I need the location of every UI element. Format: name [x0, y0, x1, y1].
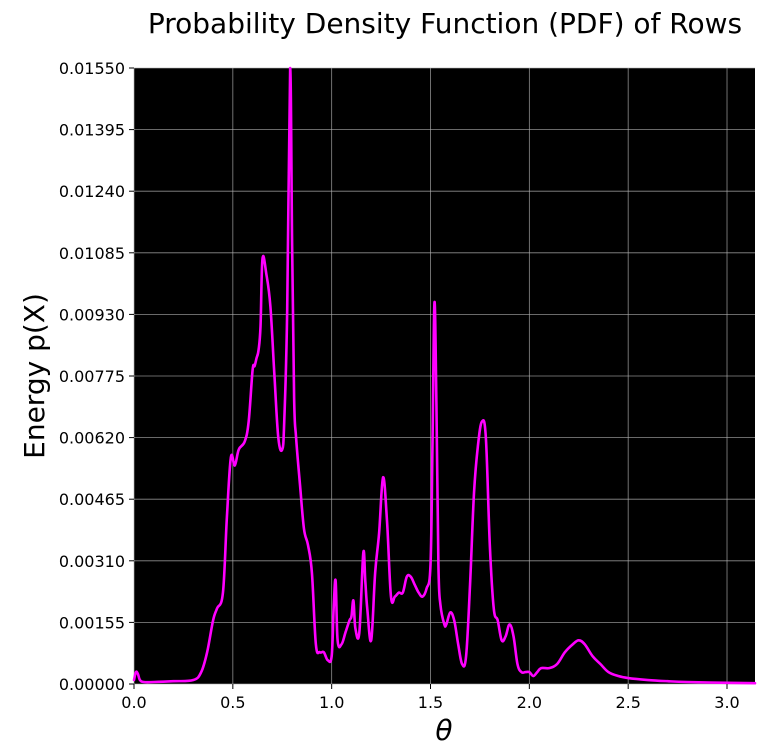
y-axis-label: Energy p(X) — [18, 293, 51, 459]
y-axis-ticks: 0.00000 0.00155 0.00310 0.00465 0.00620 0.007… — [59, 59, 134, 694]
x-tick-label: 2.5 — [615, 693, 640, 712]
y-tick-label: 0.00465 — [59, 490, 125, 509]
y-tick-label: 0.00775 — [59, 367, 125, 386]
y-tick-label: 0.01550 — [59, 59, 125, 78]
y-tick-label: 0.00000 — [59, 675, 125, 694]
y-tick-label: 0.00155 — [59, 613, 125, 632]
x-tick-label: 3.0 — [714, 693, 739, 712]
chart-title: Probability Density Function (PDF) of Ro… — [148, 7, 742, 40]
x-tick-label: 1.0 — [319, 693, 344, 712]
y-tick-label: 0.00930 — [59, 305, 125, 324]
y-tick-label: 0.00620 — [59, 429, 125, 448]
y-tick-label: 0.01395 — [59, 121, 125, 140]
x-tick-label: 0.5 — [220, 693, 245, 712]
x-tick-label: 1.5 — [418, 693, 443, 712]
x-tick-label: 0.0 — [121, 693, 146, 712]
y-tick-label: 0.01240 — [59, 182, 125, 201]
x-axis-label: θ — [435, 714, 452, 747]
pdf-series-line — [132, 66, 757, 685]
y-tick-label: 0.01085 — [59, 244, 125, 263]
x-axis-ticks: 0.0 0.5 1.0 1.5 2.0 2.5 3.0 — [121, 684, 740, 712]
grid-lines — [133, 67, 755, 685]
y-tick-label: 0.00310 — [59, 552, 125, 571]
x-tick-label: 2.0 — [517, 693, 542, 712]
